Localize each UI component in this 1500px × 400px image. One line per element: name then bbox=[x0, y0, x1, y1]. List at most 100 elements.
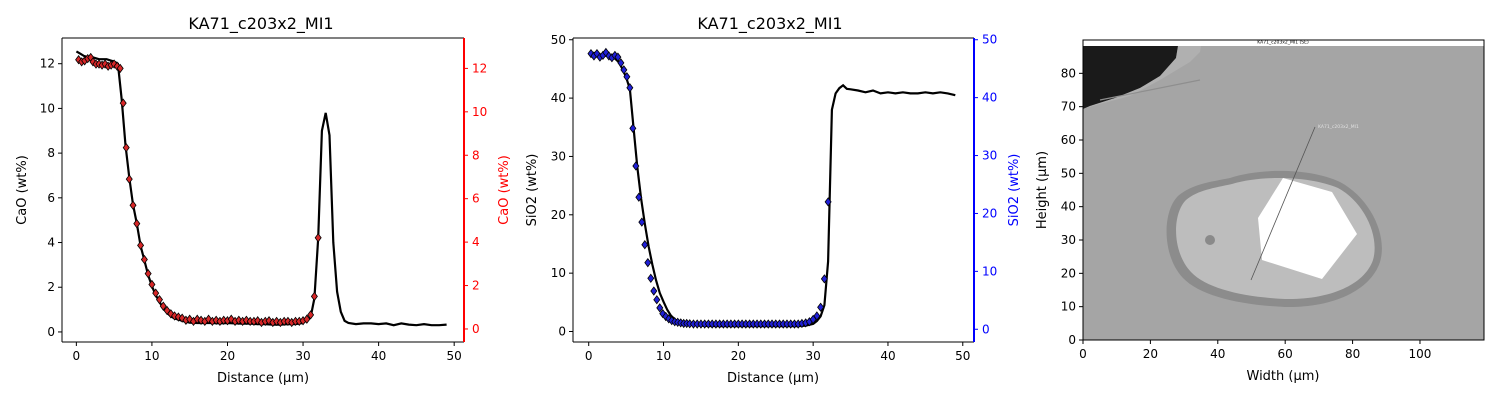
data-marker bbox=[155, 294, 163, 305]
y2-tick-label: 10 bbox=[982, 264, 997, 278]
data-marker bbox=[125, 174, 133, 184]
data-marker bbox=[113, 61, 121, 71]
y-tick-label: 12 bbox=[40, 57, 55, 71]
data-marker bbox=[617, 58, 625, 68]
data-marker bbox=[137, 240, 145, 251]
y2-tick-label: 0 bbox=[472, 322, 480, 336]
data-marker bbox=[813, 311, 821, 321]
sio2-profile-chart: KA71_c203x2_MI1 Distance (µm) SiO2 (wt%)… bbox=[525, 14, 1022, 386]
chart-title: KA71_c203x2_MI1 bbox=[188, 14, 333, 34]
y2-tick-label: 40 bbox=[982, 91, 997, 105]
y2-tick-label: 2 bbox=[472, 279, 480, 293]
y-tick-label: 4 bbox=[47, 236, 55, 250]
y-tick-label: 30 bbox=[1061, 233, 1076, 247]
data-marker bbox=[820, 274, 828, 284]
y2-tick-label: 6 bbox=[472, 192, 480, 206]
y-tick-label: 50 bbox=[551, 33, 566, 47]
profile-line bbox=[75, 50, 447, 327]
y2-axis-label: SiO2 (wt%) bbox=[1007, 154, 1022, 227]
data-marker bbox=[662, 311, 670, 322]
axis-ticks: 0 10 20 30 40 50 0 2 4 6 8 10 12 0 2 4 6 8 10 12 bbox=[40, 37, 487, 363]
data-marker bbox=[644, 258, 652, 268]
data-marker bbox=[614, 52, 622, 62]
x-tick-label: 30 bbox=[806, 349, 821, 363]
x-tick-label: 20 bbox=[1143, 347, 1158, 361]
data-marker bbox=[152, 288, 160, 298]
y-tick-label: 80 bbox=[1061, 66, 1076, 80]
dark-region bbox=[1083, 46, 1178, 109]
y-axis-label: Height (µm) bbox=[1035, 151, 1050, 229]
data-marker bbox=[148, 279, 156, 290]
data-marker bbox=[303, 314, 311, 324]
y-tick-label: 6 bbox=[47, 191, 55, 205]
x-tick-label: 40 bbox=[1210, 347, 1225, 361]
x-tick-label: 20 bbox=[220, 349, 235, 363]
data-marker bbox=[159, 301, 167, 311]
x-tick-label: 30 bbox=[295, 349, 310, 363]
x-tick-label: 50 bbox=[447, 349, 462, 363]
y2-tick-label: 30 bbox=[982, 149, 997, 163]
y-tick-label: 0 bbox=[47, 325, 55, 339]
data-marker bbox=[75, 55, 83, 65]
data-marker bbox=[647, 273, 655, 283]
data-marker bbox=[119, 98, 127, 108]
y-axis-label: CaO (wt%) bbox=[15, 155, 30, 225]
plot-area bbox=[75, 50, 447, 328]
y-tick-label: 0 bbox=[1068, 333, 1076, 347]
y2-tick-label: 20 bbox=[982, 206, 997, 220]
y-tick-label: 8 bbox=[47, 146, 55, 160]
data-marker bbox=[307, 310, 315, 320]
data-marker bbox=[205, 314, 213, 324]
axis-ticks: 0 20 40 60 80 100 0 10 20 30 40 50 60 70 80 bbox=[1061, 66, 1432, 361]
data-marker bbox=[623, 72, 631, 82]
data-marker bbox=[653, 295, 661, 305]
y-tick-label: 60 bbox=[1061, 133, 1076, 147]
x-tick-label: 20 bbox=[731, 349, 746, 363]
y-tick-label: 10 bbox=[40, 101, 55, 115]
x-axis-label: Distance (µm) bbox=[217, 371, 309, 386]
x-axis-label: Distance (µm) bbox=[727, 371, 819, 386]
x-tick-label: 50 bbox=[955, 349, 970, 363]
y-axis-label: SiO2 (wt%) bbox=[525, 154, 540, 227]
profile-line bbox=[588, 51, 956, 328]
data-marker bbox=[641, 240, 649, 250]
y2-tick-label: 50 bbox=[982, 33, 997, 47]
y2-axis-label: CaO (wt%) bbox=[497, 155, 512, 225]
y-tick-label: 20 bbox=[551, 208, 566, 222]
data-marker bbox=[824, 197, 832, 207]
data-marker bbox=[116, 63, 124, 74]
x-tick-label: 40 bbox=[880, 349, 895, 363]
cao-profile-chart: KA71_c203x2_MI1 Distance (µm) CaO (wt%) … bbox=[15, 14, 512, 386]
data-marker bbox=[635, 192, 643, 202]
plot-area bbox=[587, 47, 956, 329]
data-marker bbox=[650, 286, 658, 296]
x-axis-label: Width (µm) bbox=[1247, 369, 1320, 384]
y-tick-label: 20 bbox=[1061, 266, 1076, 280]
y-tick-label: 50 bbox=[1061, 166, 1076, 180]
data-marker bbox=[178, 313, 186, 323]
y2-tick-label: 12 bbox=[472, 61, 487, 75]
data-marker bbox=[235, 315, 243, 325]
data-marker bbox=[314, 233, 322, 243]
chart-title: KA71_c203x2_MI1 bbox=[697, 14, 842, 34]
data-marker bbox=[620, 65, 628, 75]
y-tick-label: 10 bbox=[1061, 300, 1076, 314]
data-marker bbox=[140, 254, 148, 265]
data-marker bbox=[659, 308, 667, 319]
profile-label: KA71_c203x2_MI1 bbox=[1318, 124, 1359, 130]
x-tick-label: 0 bbox=[1079, 347, 1087, 361]
x-tick-label: 100 bbox=[1409, 347, 1432, 361]
y-tick-label: 2 bbox=[47, 280, 55, 294]
data-marker bbox=[144, 268, 152, 279]
data-marker bbox=[133, 218, 141, 229]
data-marker bbox=[129, 200, 137, 210]
data-marker bbox=[626, 83, 634, 93]
y-tick-label: 70 bbox=[1061, 100, 1076, 114]
y2-tick-label: 4 bbox=[472, 235, 480, 249]
sem-image-panel: KA71_c203x2_MI1 (SE) KA71_c203x2_MI1 Wid… bbox=[1035, 39, 1485, 384]
data-marker bbox=[629, 123, 637, 133]
data-marker bbox=[273, 316, 281, 327]
x-tick-label: 0 bbox=[585, 349, 593, 363]
sem-image: KA71_c203x2_MI1 (SE) KA71_c203x2_MI1 bbox=[1083, 40, 1484, 340]
